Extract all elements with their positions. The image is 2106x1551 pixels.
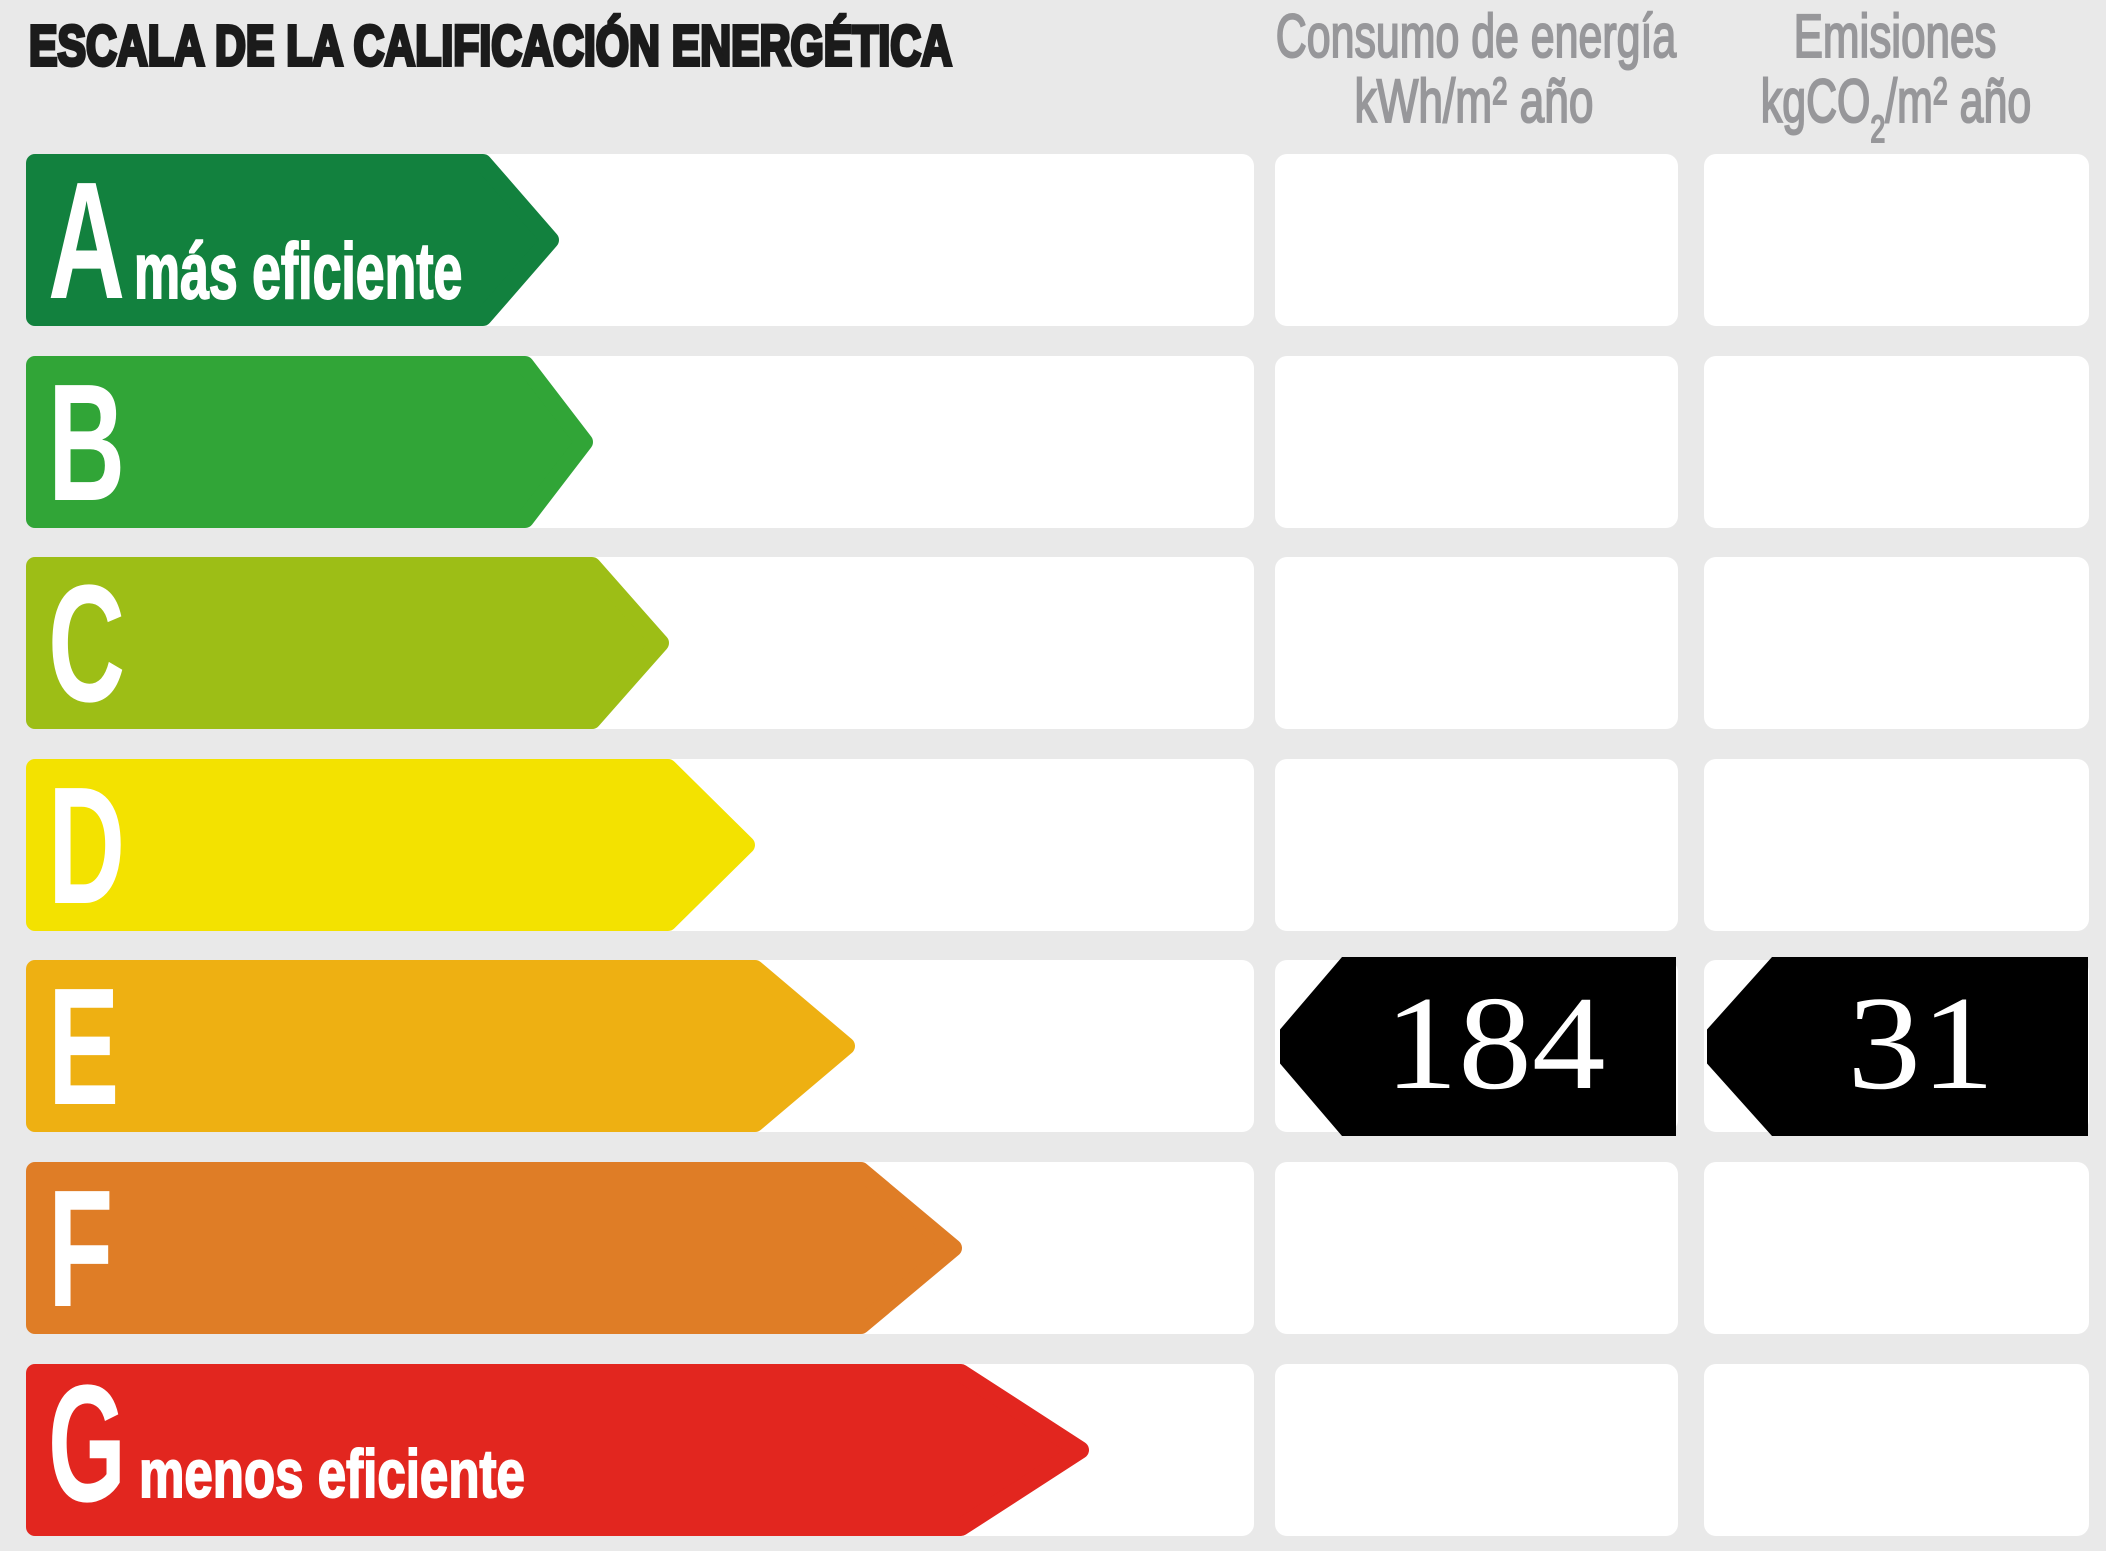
- svg-text:ESCALA DE LA CALIFICACIÓN ENER: ESCALA DE LA CALIFICACIÓN ENERGÉTICA: [29, 13, 952, 77]
- svg-text:Emisiones: Emisiones: [1794, 3, 1997, 71]
- svg-text:menos eficiente: menos eficiente: [139, 1436, 525, 1512]
- svg-text:E: E: [48, 953, 119, 1140]
- svg-text:más eficiente: más eficiente: [134, 228, 462, 316]
- svg-text:184: 184: [1384, 969, 1605, 1117]
- svg-text:C: C: [48, 550, 125, 737]
- svg-text:A: A: [48, 147, 125, 334]
- svg-text:G: G: [48, 1351, 126, 1538]
- svg-text:kWh/m2 año: kWh/m2 año: [1355, 68, 1594, 136]
- svg-text:F: F: [48, 1155, 113, 1342]
- svg-text:B: B: [48, 349, 125, 536]
- svg-text:Consumo de energía: Consumo de energía: [1276, 3, 1677, 71]
- svg-text:D: D: [48, 752, 125, 939]
- svg-text:31: 31: [1847, 969, 1994, 1117]
